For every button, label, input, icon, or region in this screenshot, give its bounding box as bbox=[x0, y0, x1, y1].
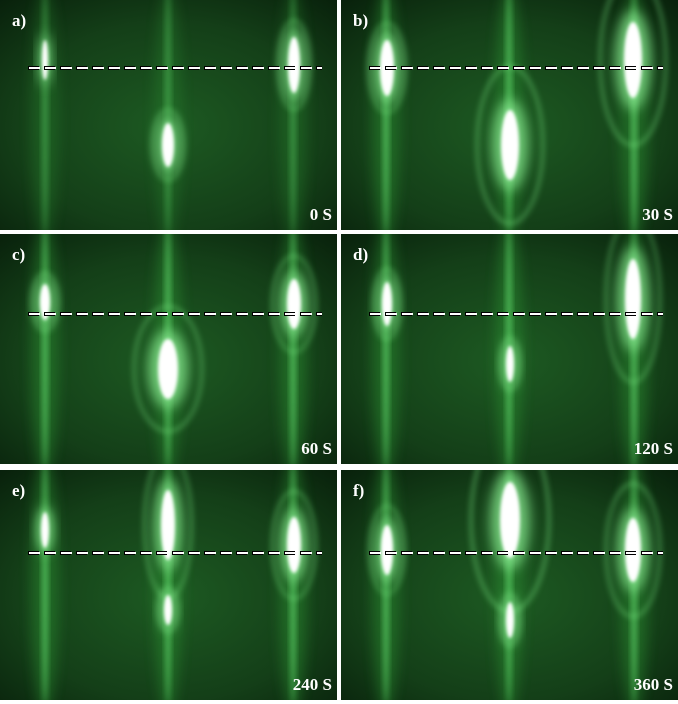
spot-core bbox=[287, 279, 301, 329]
panel: e) 240 S bbox=[0, 452, 337, 704]
figure: a) 0 S b) 30 S c) 60 S d) 120 S e) 240 S f) 360 S bbox=[0, 0, 678, 704]
panel-label: a) bbox=[12, 11, 26, 30]
pattern: b) 30 S bbox=[341, 0, 678, 245]
spot-core bbox=[625, 259, 641, 339]
panel-label: d) bbox=[353, 245, 368, 264]
time-label: 60 S bbox=[301, 439, 332, 458]
time-label: 120 S bbox=[634, 439, 673, 458]
panel: f) 360 S bbox=[341, 429, 678, 704]
spot-core bbox=[164, 595, 172, 625]
spot-core bbox=[506, 602, 514, 638]
spot-core bbox=[41, 512, 49, 548]
pattern: c) 60 S bbox=[0, 219, 337, 479]
pattern: e) 240 S bbox=[0, 452, 337, 704]
panel-label: c) bbox=[12, 245, 25, 264]
time-label: 0 S bbox=[310, 205, 332, 224]
spot-core bbox=[158, 339, 178, 399]
spot-core bbox=[500, 482, 520, 558]
panel-label: b) bbox=[353, 11, 368, 30]
panel-label: e) bbox=[12, 481, 25, 500]
pattern: a) 0 S bbox=[0, 0, 337, 245]
spot-core bbox=[162, 123, 174, 167]
spot-core bbox=[506, 346, 514, 382]
pattern: f) 360 S bbox=[341, 429, 678, 704]
spot-core bbox=[381, 525, 393, 575]
streak bbox=[383, 219, 389, 469]
spot-core bbox=[42, 40, 48, 80]
spot-core bbox=[288, 37, 300, 93]
spot-core bbox=[287, 517, 301, 573]
time-label: 360 S bbox=[634, 675, 673, 694]
streak bbox=[42, 219, 48, 469]
panel: d) 120 S bbox=[341, 216, 678, 479]
panel-label: f) bbox=[353, 481, 364, 500]
spot-core bbox=[624, 22, 642, 98]
pattern: d) 120 S bbox=[341, 216, 678, 479]
panel: c) 60 S bbox=[0, 219, 337, 479]
time-label: 240 S bbox=[293, 675, 332, 694]
time-label: 30 S bbox=[642, 205, 673, 224]
spot-core bbox=[625, 518, 641, 582]
spot-core bbox=[161, 490, 175, 560]
panel: a) 0 S bbox=[0, 0, 337, 245]
spot-core bbox=[501, 110, 519, 180]
streak bbox=[42, 455, 48, 704]
panel: b) 30 S bbox=[341, 0, 678, 245]
spot-core bbox=[382, 282, 392, 326]
